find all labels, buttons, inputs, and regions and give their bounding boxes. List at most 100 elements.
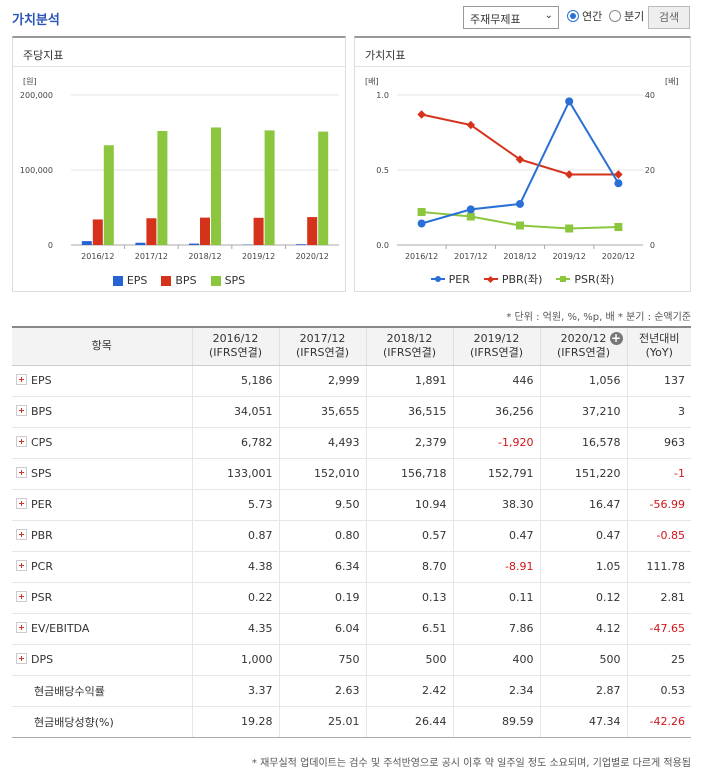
expand-plus-icon[interactable] — [16, 529, 27, 540]
expand-plus-icon[interactable] — [16, 374, 27, 385]
y-unit-label: [원] — [23, 77, 37, 86]
row-label: 현금배당성향(%) — [34, 715, 114, 729]
value-cell: 2,999 — [278, 365, 366, 397]
value-cell: 1,891 — [365, 365, 453, 397]
value-cell: 6.34 — [278, 551, 366, 583]
expand-plus-icon[interactable] — [16, 591, 27, 602]
per-share-bar-chart: [원] 200,000 100,000 0 2016/12 2017/12 2018/12 2… — [20, 77, 339, 261]
add-column-icon[interactable]: + — [609, 331, 623, 345]
expand-plus-icon[interactable] — [16, 436, 27, 447]
value-cell: 4.12 — [539, 613, 627, 645]
col-basis: (IFRS연결) — [382, 346, 437, 360]
expand-plus-icon[interactable] — [16, 653, 27, 664]
value-cell: 2.42 — [365, 675, 453, 707]
row-label-cell[interactable]: DPS — [12, 644, 192, 676]
radio-annual-label: 연간 — [582, 10, 603, 23]
value-cell: 0.13 — [365, 582, 453, 614]
unit-notes: * 단위 : 억원, %, %p, 배 * 분기 : 순액기준 — [506, 312, 691, 323]
value-cell: 36,256 — [452, 396, 540, 428]
expand-plus-icon[interactable] — [16, 467, 27, 478]
row-label: EV/EBITDA — [31, 622, 90, 635]
legend-item[interactable]: PBR(좌) — [483, 271, 542, 287]
value-cell: 47.34 — [539, 706, 627, 738]
row-label-cell[interactable]: PCR — [12, 551, 192, 583]
y-tick-label: 200,000 — [20, 91, 53, 100]
value-cell: 0.12 — [539, 582, 627, 614]
radio-annual[interactable]: 연간 — [567, 8, 602, 24]
value-cell: 152,010 — [278, 458, 366, 490]
point-psr — [466, 212, 475, 221]
radio-checked-icon — [567, 10, 579, 22]
value-cell: 38.30 — [452, 489, 540, 521]
value-cell: 25.01 — [278, 706, 366, 738]
legend-swatch — [161, 275, 172, 286]
value-cell: 8.70 — [365, 551, 453, 583]
left-tick-label: 0.5 — [376, 166, 389, 175]
expand-plus-icon[interactable] — [16, 405, 27, 416]
legend-item[interactable]: PSR(좌) — [556, 271, 614, 287]
yoy-header: 전년대비 (YoY) — [626, 327, 691, 366]
row-label-cell[interactable]: EPS — [12, 365, 192, 397]
legend-item[interactable]: BPS — [161, 274, 197, 287]
panel-divider — [13, 66, 345, 67]
legend-item[interactable]: PER — [430, 271, 470, 287]
col-basis: (IFRS연결) — [295, 346, 350, 360]
value-cell: 4,493 — [278, 427, 366, 459]
bar-sps — [157, 130, 168, 245]
x-tick-label: 2017/12 — [135, 252, 168, 261]
radio-quarter[interactable]: 분기 — [609, 8, 644, 24]
legend-line-marker — [430, 275, 445, 283]
expand-plus-icon[interactable] — [16, 498, 27, 509]
left-tick-label: 0.0 — [376, 241, 389, 250]
table-row: PCR 4.38 6.34 8.70 -8.91 1.05 111.78 — [12, 551, 691, 583]
bar-sps — [103, 145, 114, 245]
row-label: PCR — [31, 560, 53, 573]
chevron-down-icon: ⌄ — [544, 10, 553, 21]
value-cell: 500 — [539, 644, 627, 676]
legend-line-marker — [556, 275, 571, 283]
row-label-cell[interactable]: SPS — [12, 458, 192, 490]
row-label-cell[interactable]: CPS — [12, 427, 192, 459]
value-cell: 1.05 — [539, 551, 627, 583]
bar-sps — [264, 130, 275, 245]
value-cell: 5.73 — [191, 489, 279, 521]
x-tick-label: 2016/12 — [405, 252, 438, 261]
col-basis: (IFRS연결) — [208, 346, 263, 360]
x-tick-label: 2020/12 — [296, 252, 329, 261]
yoy-cell: 111.78 — [626, 551, 691, 583]
legend-line-marker — [483, 275, 498, 283]
x-tick-label: 2018/12 — [503, 252, 536, 261]
row-label-cell[interactable]: BPS — [12, 396, 192, 428]
yoy-cell: 25 — [626, 644, 691, 676]
yoy-header-line1: 전년대비 — [639, 332, 680, 346]
value-cell: -1,920 — [452, 427, 540, 459]
search-button[interactable]: 검색 — [648, 6, 690, 29]
row-label-cell[interactable]: EV/EBITDA — [12, 613, 192, 645]
statement-type-select[interactable]: 주재무제표 ⌄ — [463, 6, 559, 29]
row-label-cell: 현금배당성향(%) — [12, 706, 192, 738]
expand-plus-icon[interactable] — [16, 622, 27, 633]
value-cell: 0.87 — [191, 520, 279, 552]
legend-label: PSR(좌) — [574, 273, 615, 286]
col-year: 2020/12 — [560, 332, 607, 346]
col-year: 2019/12 — [473, 332, 520, 346]
point-pbr — [466, 120, 476, 130]
table-row: 현금배당수익률 3.37 2.63 2.42 2.34 2.87 0.53 — [12, 675, 691, 707]
row-label-cell[interactable]: PER — [12, 489, 192, 521]
expand-plus-icon[interactable] — [16, 560, 27, 571]
legend-item[interactable]: EPS — [112, 274, 147, 287]
value-cell: 7.86 — [452, 613, 540, 645]
col-header: 2016/12 (IFRS연결) — [191, 327, 279, 366]
per-share-panel: 주당지표 [원] 200,000 100,000 0 2016/12 2017/12 201… — [12, 36, 346, 292]
row-label-cell[interactable]: PSR — [12, 582, 192, 614]
row-label-cell[interactable]: PBR — [12, 520, 192, 552]
point-pbr — [614, 170, 623, 179]
legend-item[interactable]: SPS — [210, 274, 245, 287]
bar-eps — [296, 244, 307, 245]
col-header: 2017/12 (IFRS연결) — [278, 327, 366, 366]
value-cell: 10.94 — [365, 489, 453, 521]
value-cell: 2.34 — [452, 675, 540, 707]
yoy-cell: -42.26 — [626, 706, 691, 738]
per-share-legend: EPS BPS SPS — [13, 274, 345, 287]
yoy-header-line2: (YoY) — [645, 346, 673, 360]
